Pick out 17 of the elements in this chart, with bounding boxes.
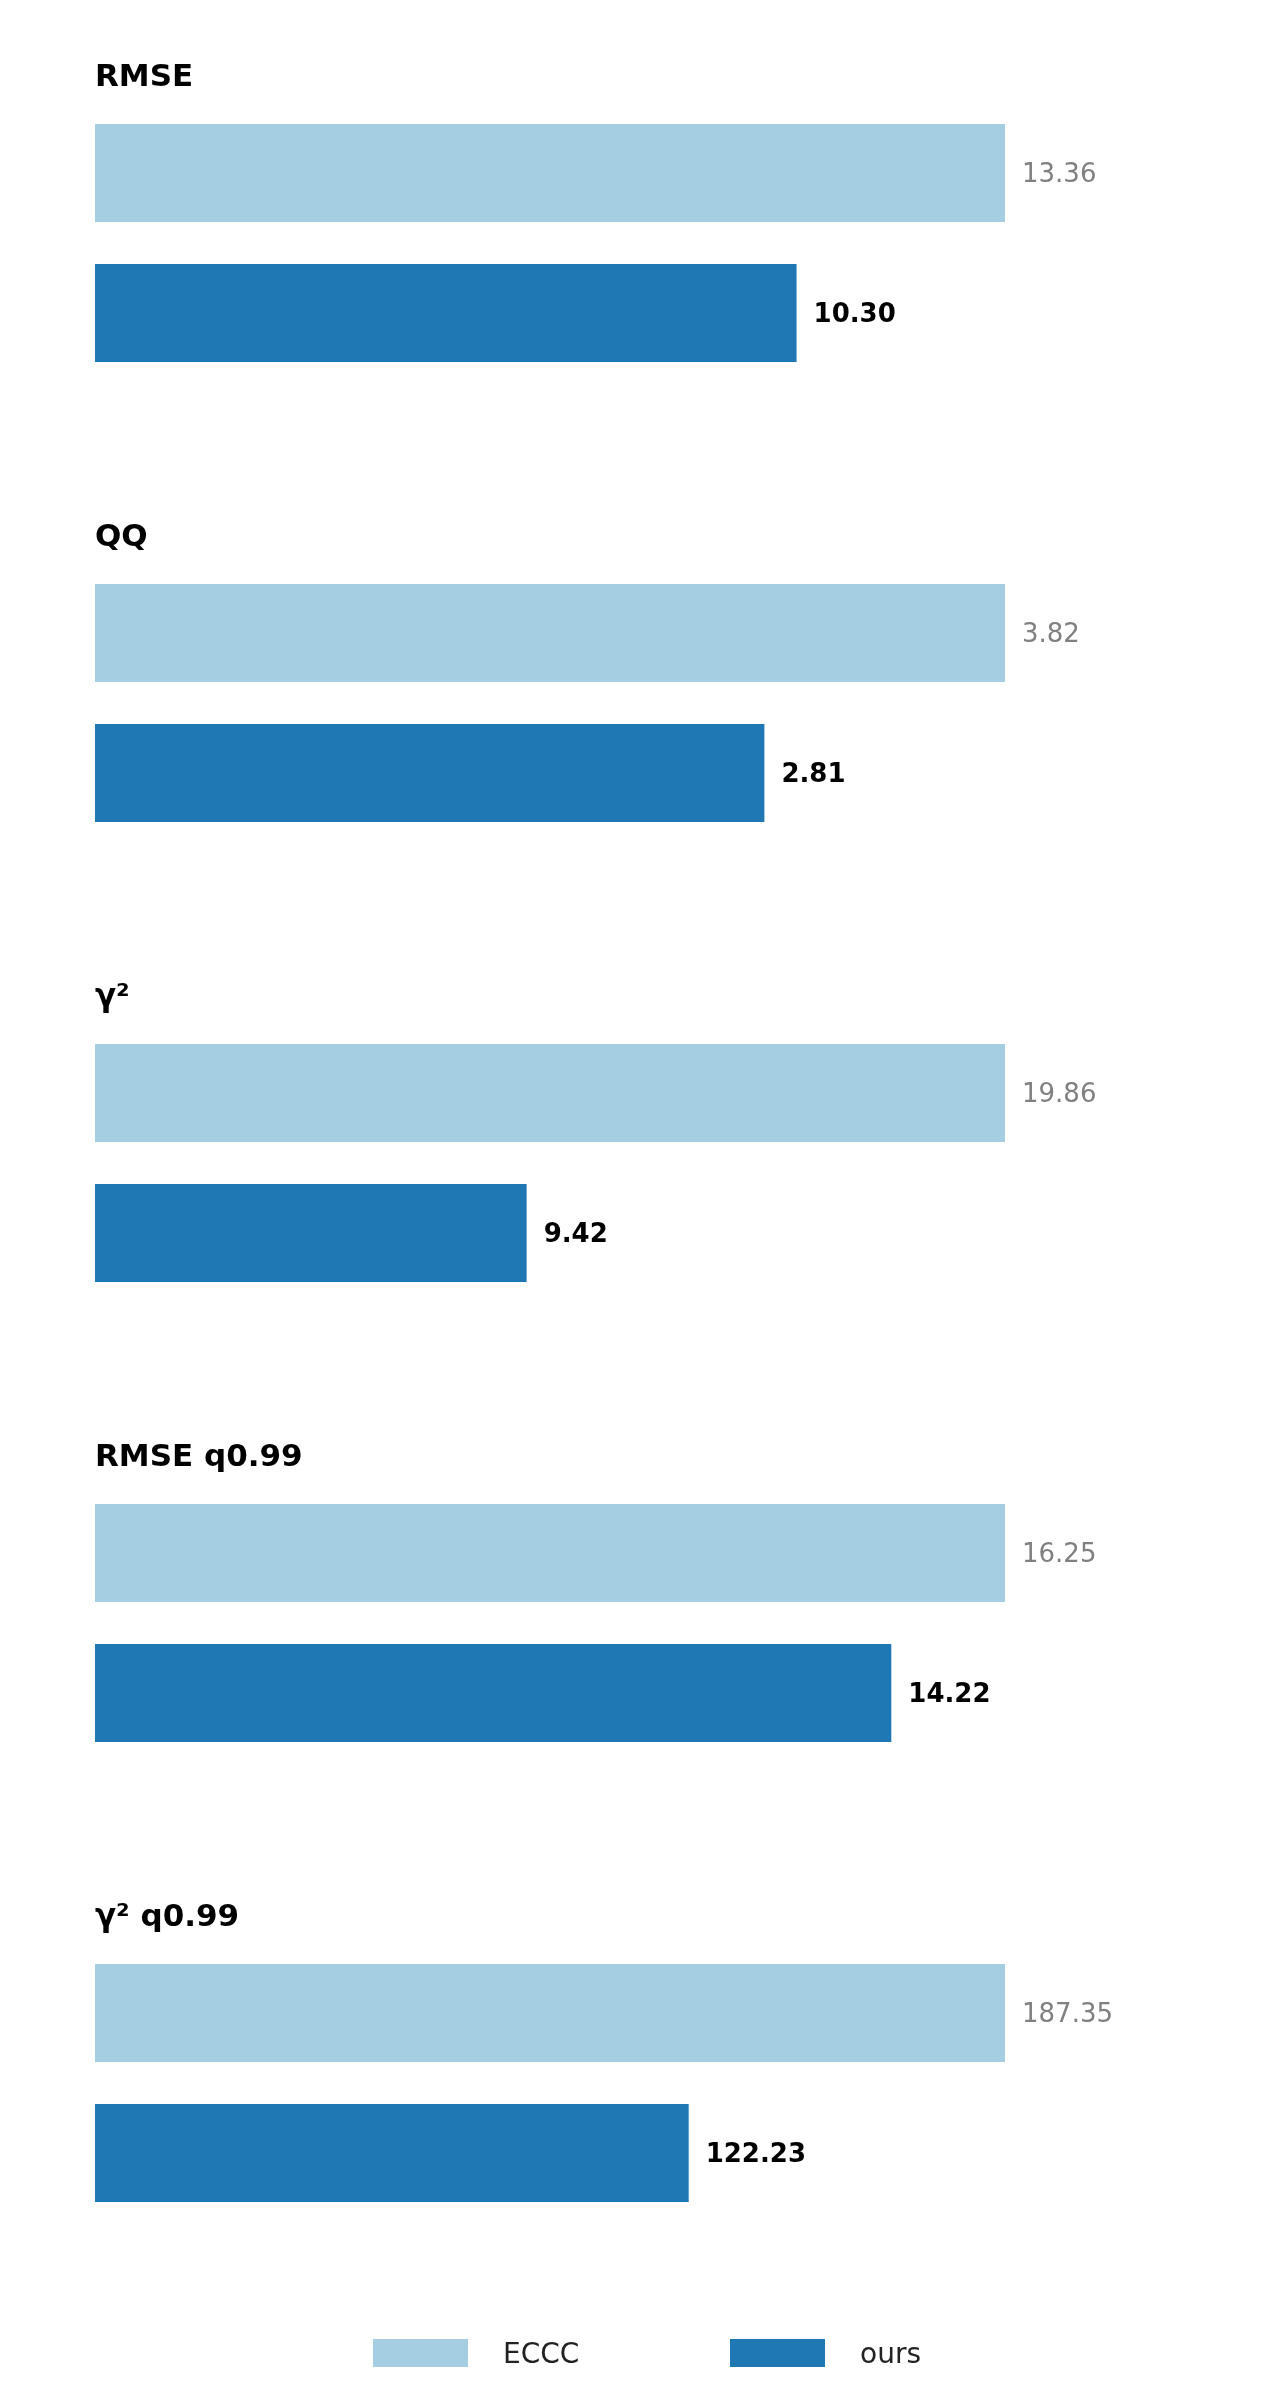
legend-label: ours [860, 2336, 921, 2370]
chart-title: RMSE q0.99 [95, 1437, 303, 1473]
chart-title: QQ [95, 517, 148, 553]
chart-title: γ² q0.99 [95, 1897, 240, 1933]
legend-label: ECCC [503, 2336, 580, 2370]
chart-title: γ² [95, 977, 130, 1013]
data-label: 14.22 [908, 1678, 991, 1708]
data-label: 3.82 [1022, 618, 1080, 648]
data-label: 13.36 [1022, 158, 1097, 188]
chart-title: RMSE [95, 57, 194, 93]
data-label: 9.42 [543, 1218, 608, 1248]
data-label: 10.30 [813, 298, 896, 328]
data-label: 16.25 [1022, 1538, 1097, 1568]
data-label: 2.81 [781, 758, 846, 788]
data-label: 187.35 [1022, 1998, 1113, 2028]
data-label: 122.23 [705, 2138, 807, 2168]
data-label: 19.86 [1022, 1078, 1097, 1108]
